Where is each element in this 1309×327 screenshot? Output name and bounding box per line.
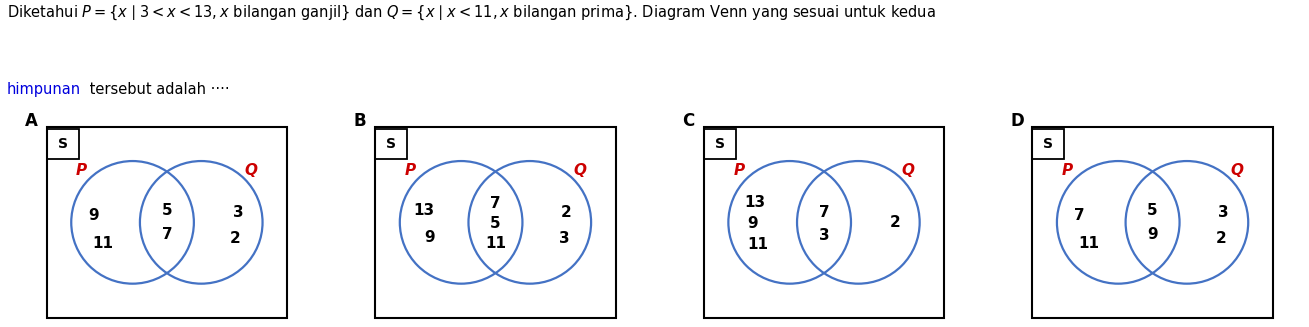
Text: D: D (1011, 112, 1024, 130)
Text: Q: Q (1230, 164, 1244, 179)
Text: 9: 9 (88, 208, 98, 222)
Text: 13: 13 (414, 203, 435, 217)
Text: 11: 11 (93, 236, 114, 251)
Text: 9: 9 (747, 216, 758, 231)
Text: 2: 2 (562, 205, 572, 220)
Text: 2: 2 (890, 215, 901, 230)
Text: Diketahui $P = \{x \mid 3 < x < 13, x$ bilangan ganjil$\}$ dan $Q = \{x \mid x <: Diketahui $P = \{x \mid 3 < x < 13, x$ b… (7, 3, 936, 22)
Text: S: S (58, 137, 68, 151)
Text: P: P (733, 164, 745, 179)
Text: 2: 2 (1216, 231, 1227, 246)
Text: 11: 11 (484, 236, 507, 251)
Text: 7: 7 (161, 227, 173, 242)
Text: 3: 3 (818, 228, 830, 243)
Text: 3: 3 (1219, 205, 1229, 220)
Bar (704, 129, 736, 159)
Text: 7: 7 (818, 205, 830, 220)
Text: P: P (1062, 164, 1073, 179)
Text: 11: 11 (1079, 236, 1100, 251)
Text: 2: 2 (230, 231, 241, 246)
Text: S: S (386, 137, 397, 151)
Bar (47, 129, 79, 159)
Text: P: P (404, 164, 416, 179)
Text: A: A (25, 112, 38, 130)
Text: 3: 3 (559, 231, 569, 246)
Text: Q: Q (902, 164, 915, 179)
Text: 5: 5 (490, 216, 501, 231)
Text: P: P (76, 164, 88, 179)
Text: 7: 7 (1073, 208, 1084, 222)
Text: 9: 9 (1147, 227, 1158, 242)
Text: 7: 7 (490, 197, 501, 212)
Text: 13: 13 (745, 195, 766, 210)
Text: Q: Q (245, 164, 258, 179)
Text: 11: 11 (747, 237, 768, 252)
Text: 5: 5 (161, 203, 173, 217)
Text: 5: 5 (1147, 203, 1158, 217)
Bar (376, 129, 407, 159)
Text: 9: 9 (424, 230, 435, 245)
Text: S: S (715, 137, 725, 151)
Bar (1033, 129, 1064, 159)
Text: B: B (353, 112, 365, 130)
Text: S: S (1043, 137, 1054, 151)
Text: C: C (682, 112, 694, 130)
Text: tersebut adalah ····: tersebut adalah ···· (85, 82, 229, 97)
Text: 3: 3 (233, 205, 243, 220)
Text: himpunan: himpunan (7, 82, 81, 97)
Text: Q: Q (573, 164, 586, 179)
